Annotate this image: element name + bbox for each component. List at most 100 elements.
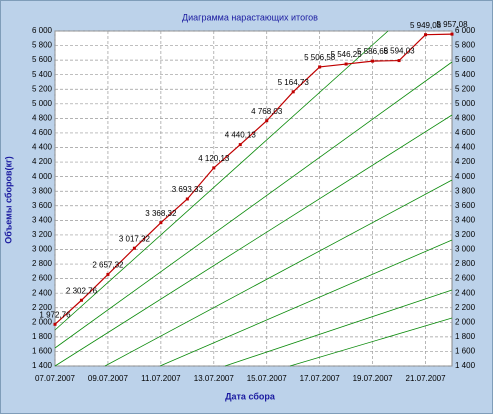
y-tick-label: 1 800 (32, 332, 53, 341)
data-point (450, 32, 454, 36)
y2-tick-label: 2 200 (455, 303, 476, 312)
y-tick-label: 4 600 (32, 128, 53, 137)
y2-tick-label: 5 600 (455, 55, 476, 64)
y2-tick-label: 2 600 (455, 274, 476, 283)
data-point (185, 197, 189, 201)
data-point (106, 272, 110, 276)
y2-tick-label: 4 200 (455, 157, 476, 166)
data-label: 5 586,68 (357, 47, 389, 56)
x-tick-label: 07.07.2007 (35, 374, 76, 383)
y2-tick-label: 3 400 (455, 215, 476, 224)
y-tick-label: 5 400 (32, 70, 53, 79)
y-tick-label: 4 000 (32, 172, 53, 181)
reference-line (224, 289, 453, 367)
x-tick-label: 19.07.2007 (353, 374, 394, 383)
y-tick-label: 2 200 (32, 303, 53, 312)
data-label: 3 017,32 (119, 234, 151, 243)
y2-tick-label: 1 400 (455, 361, 476, 370)
data-label: 3 693,33 (172, 185, 204, 194)
data-label: 3 368,32 (145, 209, 177, 218)
y2-tick-label: 2 800 (455, 259, 476, 268)
x-tick-label: 09.07.2007 (88, 374, 129, 383)
y-tick-label: 5 000 (32, 99, 53, 108)
data-label: 5 546,25 (331, 50, 363, 59)
y-tick-label: 3 400 (32, 215, 53, 224)
data-label: 4 768,03 (251, 107, 283, 116)
y-tick-label: 3 800 (32, 186, 53, 195)
data-label: 4 440,13 (225, 131, 257, 140)
y2-tick-label: 1 600 (455, 347, 476, 356)
y2-tick-label: 5 200 (455, 84, 476, 93)
y-tick-label: 5 200 (32, 84, 53, 93)
y2-tick-label: 4 400 (455, 143, 476, 152)
reference-line (54, 114, 453, 367)
reference-line (104, 179, 453, 367)
data-label: 5 949,08 (410, 21, 442, 30)
y2-tick-label: 5 400 (455, 70, 476, 79)
reference-line (54, 61, 453, 349)
data-label: 1 972,76 (39, 310, 71, 319)
grid (54, 30, 452, 367)
y-tick-label: 6 000 (32, 26, 53, 35)
data-point (265, 119, 269, 123)
y2-tick-label: 5 000 (455, 99, 476, 108)
y2-tick-label: 2 000 (455, 317, 476, 326)
x-tick-label: 15.07.2007 (247, 374, 288, 383)
y-axis-label: Объемы сборов(кг) (3, 156, 13, 243)
x-tick-label: 11.07.2007 (141, 374, 181, 383)
x-tick-label: 21.07.2007 (406, 374, 447, 383)
x-tick-label: 13.07.2007 (194, 374, 235, 383)
data-point (344, 62, 348, 66)
y2-tick-label: 3 200 (455, 230, 476, 239)
reference-line (289, 317, 453, 367)
y-tick-label: 3 200 (32, 230, 53, 239)
data-line (54, 33, 453, 325)
data-point (53, 322, 57, 326)
y-tick-label: 2 600 (32, 274, 53, 283)
y-tick-label: 4 400 (32, 143, 53, 152)
reference-line (159, 239, 453, 367)
data-label: 5 164,73 (278, 78, 310, 87)
data-point (291, 90, 295, 94)
data-point (132, 246, 136, 250)
data-point (79, 298, 83, 302)
reference-lines (54, 30, 453, 367)
y-tick-label: 2 000 (32, 317, 53, 326)
y-tick-label: 4 200 (32, 157, 53, 166)
y2-tick-label: 3 000 (455, 245, 476, 254)
reference-line (54, 30, 389, 331)
chart-title: Диаграмма нарастающих итогов (182, 12, 318, 22)
y2-tick-label: 3 600 (455, 201, 476, 210)
y2-tick-label: 1 800 (455, 332, 476, 341)
y2-tick-label: 3 800 (455, 186, 476, 195)
y-tick-label: 3 000 (32, 245, 53, 254)
y-tick-label: 1 400 (32, 361, 53, 370)
data-point (238, 143, 242, 147)
y2-tick-label: 4 600 (455, 128, 476, 137)
data-label: 5 957,08 (436, 20, 468, 29)
data-label: 2 657,32 (92, 261, 124, 270)
data-point (318, 65, 322, 69)
y2-tick-label: 4 800 (455, 114, 476, 123)
data-point (371, 59, 375, 63)
x-axis-label: Дата сбора (225, 391, 276, 401)
data-point (212, 166, 216, 170)
data-point (159, 221, 163, 225)
y-tick-label: 3 600 (32, 201, 53, 210)
y-tick-label: 2 400 (32, 288, 53, 297)
y2-tick-label: 5 800 (455, 41, 476, 50)
y-tick-label: 4 800 (32, 114, 53, 123)
y2-tick-label: 6 000 (455, 26, 476, 35)
y-tick-label: 2 800 (32, 259, 53, 268)
data-point (424, 33, 428, 37)
y2-tick-label: 4 000 (455, 172, 476, 181)
data-label: 2 302,76 (66, 286, 98, 295)
data-label: 5 594,03 (383, 47, 415, 56)
data-point (397, 59, 401, 63)
data-label: 5 506,58 (304, 53, 336, 62)
data-label: 4 120,13 (198, 154, 230, 163)
y-tick-label: 1 600 (32, 347, 53, 356)
y-tick-label: 5 600 (32, 55, 53, 64)
y2-tick-label: 2 400 (455, 288, 476, 297)
